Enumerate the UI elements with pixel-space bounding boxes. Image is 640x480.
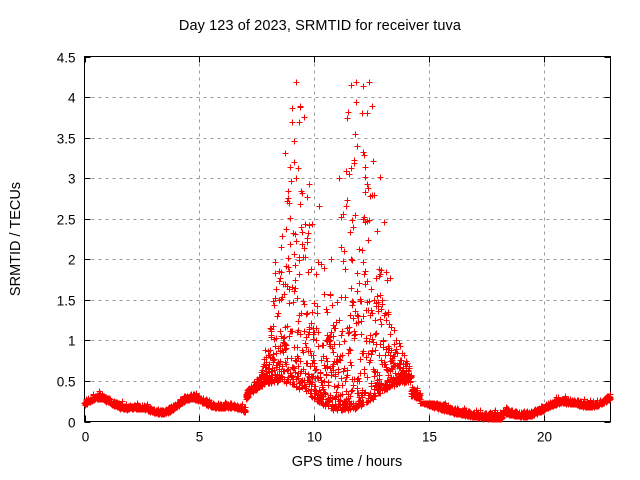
x-axis-tick-labels: 0 5 10 15 20 <box>82 430 552 445</box>
y-tick-label: 2 <box>68 253 76 268</box>
page-title: Day 123 of 2023, SRMTID for receiver tuv… <box>178 18 462 34</box>
x-tick-label: 20 <box>537 430 552 445</box>
y-tick-label: 0.5 <box>57 375 76 390</box>
data-points <box>81 79 614 423</box>
y-axis-label: SRMTID / TECUs <box>8 182 24 296</box>
y-tick-label: 0 <box>68 416 76 431</box>
y-axis-tick-labels: 0 0.5 1 1.5 2 2.5 3 3.5 4 4.5 <box>57 51 76 431</box>
y-tick-label: 1 <box>68 334 76 349</box>
x-tick-label: 5 <box>196 430 204 445</box>
y-tick-label: 3 <box>68 172 76 187</box>
x-tick-label: 10 <box>307 430 322 445</box>
grid-lines <box>84 56 611 422</box>
y-tick-label: 2.5 <box>57 213 76 228</box>
y-tick-label: 4.5 <box>57 51 76 66</box>
tick-marks <box>84 56 611 424</box>
x-tick-label: 15 <box>422 430 437 445</box>
plot-frame <box>83 55 612 423</box>
x-axis-label: GPS time / hours <box>292 454 402 470</box>
y-tick-label: 3.5 <box>57 132 76 147</box>
y-tick-label: 4 <box>68 91 76 106</box>
scatter-marker-set <box>81 79 614 423</box>
y-tick-label: 1.5 <box>57 294 76 309</box>
x-tick-label: 0 <box>82 430 90 445</box>
